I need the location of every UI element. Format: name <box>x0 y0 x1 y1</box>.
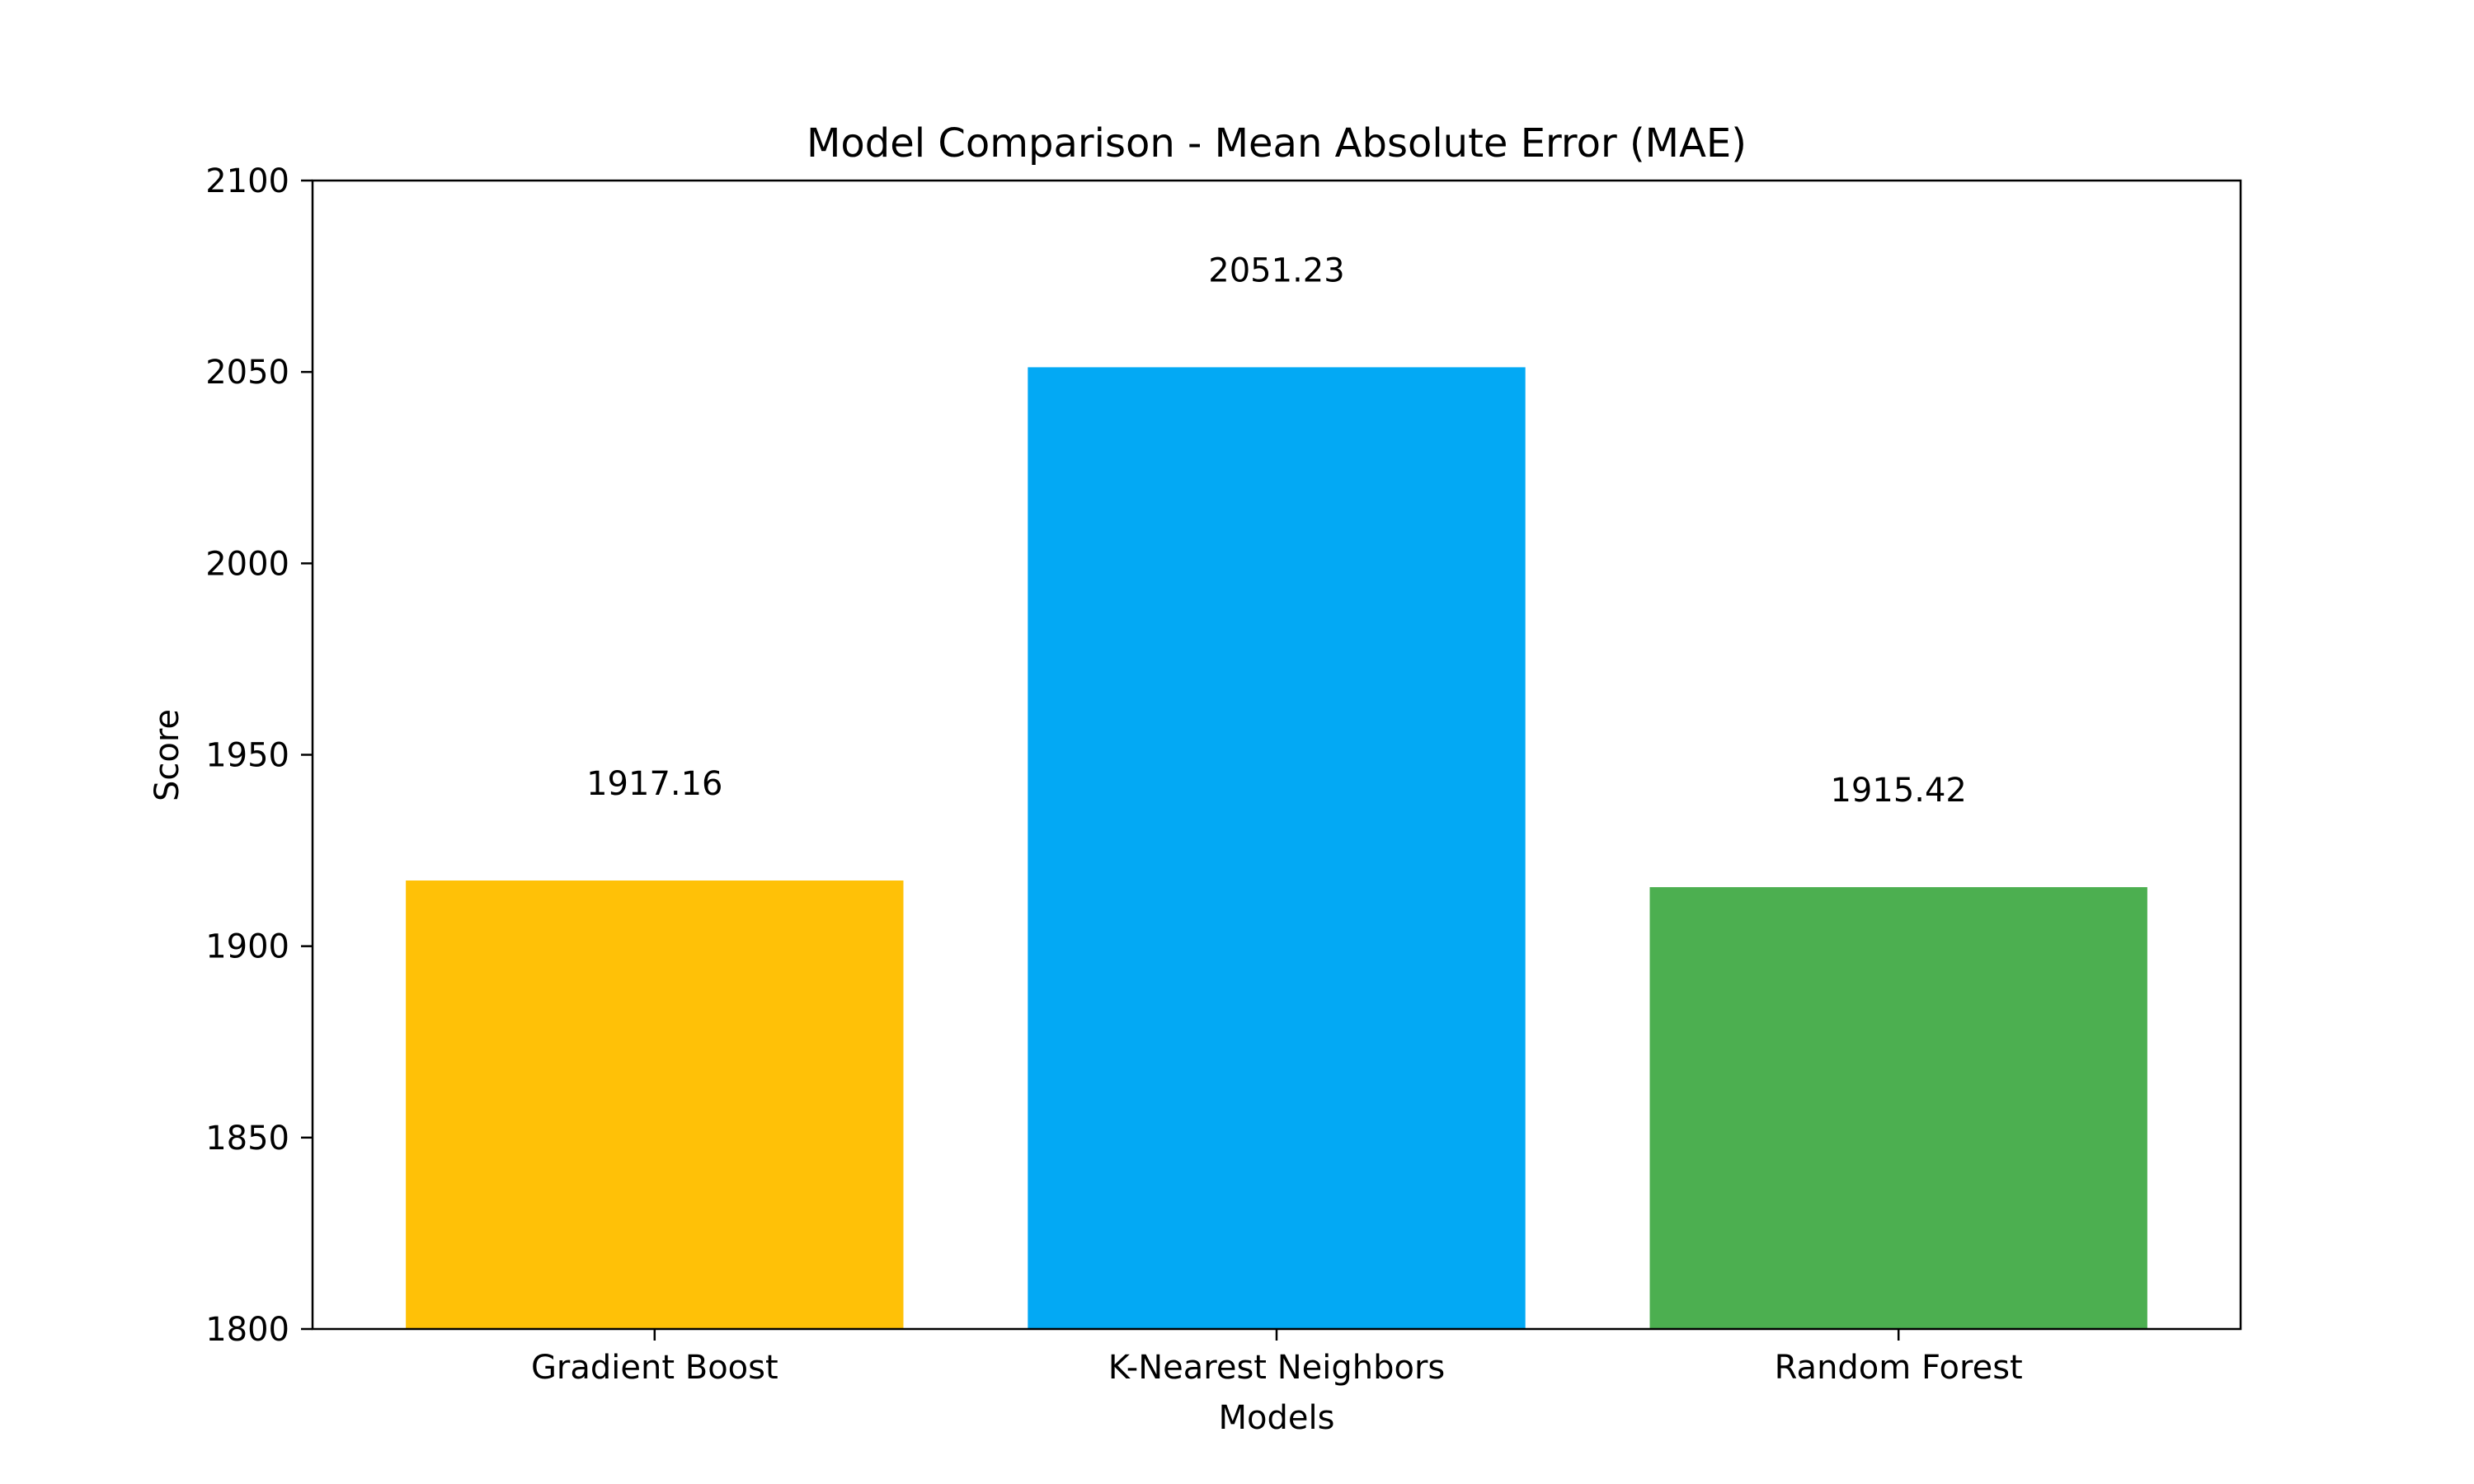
bar <box>1649 887 2147 1329</box>
y-tick-label: 1800 <box>205 1311 289 1349</box>
bar-value-label: 1915.42 <box>1830 772 1966 810</box>
y-axis: 1800 1850 1900 1950 2000 2050 2100 <box>205 162 313 1349</box>
y-tick-label: 1900 <box>205 928 289 966</box>
bar <box>1028 367 1526 1330</box>
y-tick-label: 2100 <box>205 162 289 200</box>
value-labels-layer: 1917.16 2051.23 1915.42 <box>586 251 1967 810</box>
x-axis-label: Models <box>1219 1399 1335 1437</box>
y-tick-label: 2000 <box>205 545 289 583</box>
x-tick-label: Gradient Boost <box>531 1349 778 1387</box>
y-tick-label: 1950 <box>205 737 289 775</box>
x-axis: Gradient Boost K-Nearest Neighbors Random … <box>531 1329 2023 1387</box>
bar-value-label: 2051.23 <box>1208 251 1344 289</box>
chart-title: Model Comparison - Mean Absolute Error (… <box>807 120 1747 167</box>
bar-value-label: 1917.16 <box>586 765 722 803</box>
x-tick-label: K-Nearest Neighbors <box>1108 1349 1445 1387</box>
y-tick-label: 1850 <box>205 1120 289 1158</box>
bars-layer <box>406 367 2147 1330</box>
x-tick-label: Random Forest <box>1775 1349 2023 1387</box>
y-tick-label: 2050 <box>205 354 289 392</box>
bar <box>406 880 904 1329</box>
y-axis-label: Score <box>148 709 186 801</box>
